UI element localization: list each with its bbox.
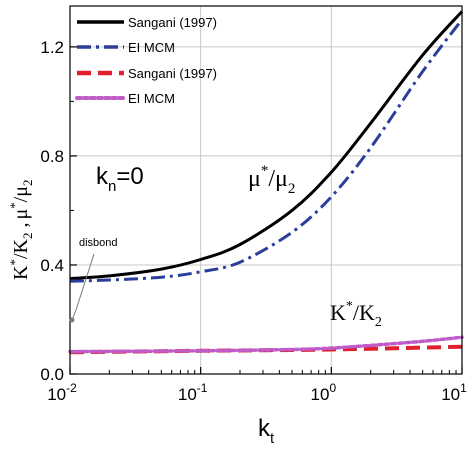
kn-annotation: kn=0: [96, 163, 144, 195]
x-tick-label: 100: [311, 381, 337, 404]
plot-frame: [69, 5, 463, 375]
y-tick-label: 0.4: [40, 256, 64, 275]
x-tick-label: 101: [441, 381, 467, 404]
tick-layer: 10-2 10-1 100 101 0.0 0.4 0.8 1.2: [40, 38, 467, 404]
y-tick-label: 1.2: [40, 38, 64, 57]
y-axis-label: K*/K2 ,μ*/μ2: [7, 180, 35, 280]
series-line-0: [69, 10, 464, 281]
legend-label-1: EI MCM: [128, 40, 175, 55]
x-tick-label: 10-1: [178, 381, 208, 404]
legend: Sangani (1997) EI MCM Sangani (1997) EI MCM: [75, 15, 217, 106]
legend-label-3: EI MCM: [128, 91, 175, 106]
disbond-annotation: disbond: [79, 237, 118, 249]
x-tick-label: 10-2: [47, 381, 77, 404]
mu-ratio-label: μ*/μ2: [248, 163, 295, 197]
y-tick-label: 0.8: [40, 147, 64, 166]
k-ratio-label: K*/K2: [330, 299, 382, 330]
legend-label-0: Sangani (1997): [128, 15, 217, 30]
series-line-3: [68, 335, 464, 354]
series-layer: [68, 10, 464, 355]
disbond-marker: [69, 317, 75, 323]
grid: [69, 6, 463, 374]
disbond-pointer: [75, 253, 95, 311]
legend-label-2: Sangani (1997): [128, 66, 217, 81]
series-line-1: [69, 18, 464, 283]
x-axis-label: kt: [258, 415, 275, 447]
y-tick-label: 0.0: [40, 365, 64, 384]
